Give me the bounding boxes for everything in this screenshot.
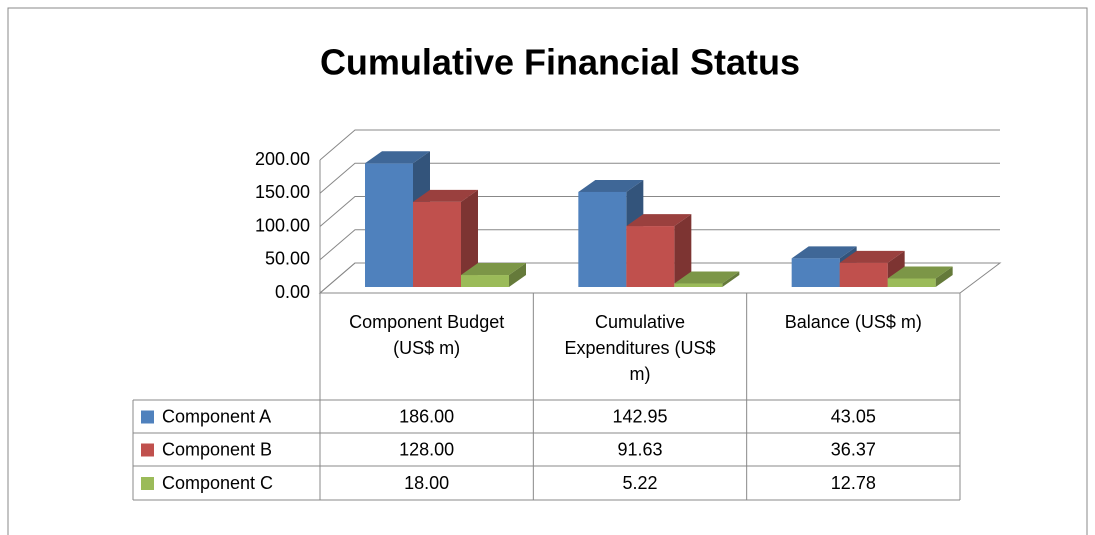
bar-side — [509, 263, 526, 287]
legend-swatch — [141, 410, 154, 424]
grid-line — [319, 162, 1000, 194]
grid-line — [319, 129, 1000, 161]
grid-line — [319, 262, 1000, 294]
bar — [887, 278, 936, 287]
y-tick-label: 150.00 — [255, 182, 310, 202]
data-label: 43.05 — [831, 406, 876, 426]
bar-top — [626, 214, 692, 227]
bar — [413, 201, 461, 287]
data-label: 18.00 — [404, 473, 449, 493]
grid-line — [319, 229, 1000, 261]
chart-title: Cumulative Financial Status — [320, 42, 800, 83]
data-label: 128.00 — [399, 439, 454, 459]
bar-top — [578, 179, 644, 192]
bar-top — [791, 246, 857, 259]
y-tick-label: 100.00 — [255, 215, 310, 235]
legend-swatch — [141, 477, 154, 490]
bar-side — [935, 266, 953, 287]
data-label: 12.78 — [831, 473, 876, 493]
legend-label: Component A — [162, 406, 271, 426]
data-label: 36.37 — [831, 439, 876, 459]
data-label: 186.00 — [399, 406, 454, 426]
frame — [7, 7, 1088, 535]
bar-top — [674, 271, 740, 284]
bar — [626, 226, 675, 287]
data-label: 142.95 — [612, 406, 667, 426]
y-tick-label: 200.00 — [255, 149, 310, 169]
data-label: 91.63 — [617, 439, 662, 459]
grid-line — [319, 196, 1000, 227]
bar — [839, 262, 888, 287]
bar-top — [461, 263, 526, 276]
legend-swatch — [141, 443, 154, 457]
bar — [461, 275, 509, 287]
y-tick-label: 0.00 — [275, 282, 310, 302]
category-label: Cumulative Expenditures (US$ m) — [564, 312, 716, 384]
bar — [365, 163, 413, 287]
bar-top — [887, 266, 953, 279]
y-tick-label: 50.00 — [265, 249, 310, 269]
bar — [674, 283, 723, 287]
bar-side — [722, 271, 740, 287]
bar — [578, 191, 627, 287]
legend-label: Component C — [162, 473, 273, 493]
bar — [791, 258, 840, 287]
data-label: 5.22 — [622, 473, 657, 493]
bar-side — [461, 189, 478, 287]
legend-label: Component B — [162, 439, 272, 459]
category-label: Component Budget (US$ m) — [349, 312, 505, 358]
category-label: Balance (US$ m) — [784, 312, 922, 332]
bar-top — [839, 250, 905, 263]
bar-side — [674, 214, 692, 287]
bar-top — [365, 151, 430, 164]
bar-top — [413, 189, 478, 202]
